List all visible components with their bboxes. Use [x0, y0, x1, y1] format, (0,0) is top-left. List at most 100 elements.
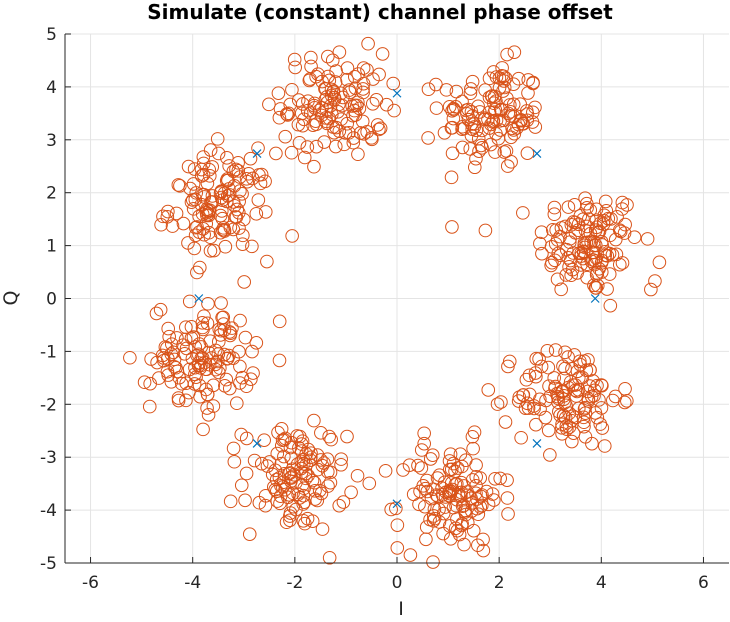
received-symbol-marker	[356, 76, 371, 91]
received-symbol-marker	[205, 189, 220, 203]
received-symbol-marker	[327, 92, 342, 107]
received-symbol-marker	[279, 515, 294, 530]
received-symbol-marker	[206, 399, 221, 413]
received-symbol-marker	[580, 257, 594, 272]
received-symbol-marker	[176, 216, 191, 231]
received-symbol-marker	[620, 198, 634, 212]
received-symbol-marker	[214, 190, 229, 205]
received-symbol-marker	[328, 139, 343, 154]
received-symbol-marker	[525, 115, 540, 129]
received-symbol-marker	[597, 439, 612, 453]
received-symbol-marker	[239, 431, 254, 446]
received-symbol-marker	[219, 372, 234, 387]
received-symbol-marker	[444, 170, 459, 185]
received-symbol-marker	[205, 160, 220, 174]
received-symbol-marker	[226, 441, 241, 456]
received-symbol-marker	[423, 452, 438, 466]
received-symbol-marker	[463, 142, 478, 156]
received-symbol-marker	[303, 106, 318, 120]
received-symbol-marker	[315, 100, 329, 115]
x-tick-label: 0	[392, 573, 403, 593]
received-symbol-marker	[266, 480, 281, 494]
received-symbol-marker	[467, 425, 482, 439]
received-symbol-marker	[571, 217, 586, 232]
received-symbol-marker	[445, 220, 459, 234]
reference-point-marker	[252, 439, 262, 448]
received-symbol-marker	[283, 506, 298, 520]
received-symbol-marker	[584, 235, 598, 249]
received-symbol-marker	[251, 193, 266, 207]
received-symbol-marker	[325, 53, 340, 68]
received-symbol-marker	[493, 471, 507, 486]
x-axis-label: I	[398, 598, 404, 620]
received-symbol-marker	[219, 194, 234, 209]
received-symbol-marker	[277, 449, 291, 464]
received-symbol-marker	[558, 345, 572, 360]
received-symbol-marker	[234, 478, 249, 493]
received-symbol-marker	[563, 231, 577, 246]
received-symbol-marker	[352, 101, 367, 116]
reference-point-marker	[590, 294, 600, 303]
received-symbol-marker	[314, 486, 329, 501]
received-symbol-marker	[432, 468, 447, 482]
received-symbol-marker	[561, 380, 576, 395]
received-symbol-marker	[617, 226, 632, 240]
received-symbol-marker	[448, 464, 462, 478]
received-symbol-marker	[464, 504, 479, 518]
received-symbol-marker	[495, 69, 509, 83]
received-symbol-marker	[315, 522, 330, 536]
received-symbol-marker	[438, 500, 453, 514]
received-symbol-marker	[167, 352, 182, 367]
received-symbol-marker	[551, 391, 566, 406]
received-symbol-marker	[142, 399, 157, 414]
received-symbol-marker	[584, 389, 599, 404]
received-symbol-marker	[600, 282, 614, 296]
received-symbol-marker	[324, 432, 338, 447]
received-symbol-marker	[197, 227, 211, 242]
received-symbol-marker	[495, 61, 509, 75]
received-symbol-marker	[231, 156, 245, 170]
received-symbol-marker	[187, 162, 202, 176]
y-tick-label: 3	[46, 131, 57, 151]
received-symbol-marker	[228, 210, 243, 224]
received-symbol-marker	[351, 147, 365, 162]
received-symbol-marker	[538, 410, 553, 425]
received-symbol-marker	[463, 86, 478, 101]
reference-point-stroke	[532, 439, 542, 448]
received-symbol-marker	[496, 113, 511, 128]
received-symbol-marker	[222, 348, 236, 363]
received-symbol-marker	[421, 82, 436, 97]
received-symbol-marker	[312, 483, 327, 498]
received-symbol-marker	[307, 159, 321, 174]
received-symbol-marker	[161, 321, 176, 336]
received-symbol-marker	[501, 507, 515, 521]
received-symbol-marker	[280, 107, 294, 121]
received-symbol-marker	[603, 298, 618, 313]
received-symbol-marker	[584, 254, 599, 269]
received-symbol-marker	[317, 135, 332, 149]
received-symbol-marker	[338, 126, 353, 140]
received-symbol-marker	[384, 502, 398, 517]
received-symbol-marker	[210, 132, 225, 146]
received-symbol-marker	[426, 509, 441, 523]
received-symbol-marker	[426, 482, 440, 496]
y-tick-label: -2	[40, 395, 57, 415]
received-symbol-marker	[588, 254, 603, 268]
received-symbol-marker	[521, 86, 535, 100]
received-symbol-marker	[194, 351, 209, 366]
received-symbol-marker	[315, 458, 330, 473]
received-symbol-marker	[444, 462, 459, 477]
received-symbol-marker	[505, 121, 519, 136]
received-symbol-marker	[285, 229, 299, 243]
received-symbol-marker	[583, 203, 598, 217]
received-symbol-marker	[340, 72, 354, 87]
received-symbol-marker	[278, 482, 292, 497]
received-symbol-marker	[528, 366, 543, 380]
received-symbol-marker	[541, 423, 556, 438]
received-symbol-marker	[608, 232, 623, 247]
received-symbol-marker	[169, 206, 184, 221]
received-symbol-marker	[195, 187, 210, 202]
received-symbol-marker	[563, 375, 578, 389]
received-symbol-marker	[577, 244, 591, 259]
received-symbol-marker	[197, 309, 211, 323]
